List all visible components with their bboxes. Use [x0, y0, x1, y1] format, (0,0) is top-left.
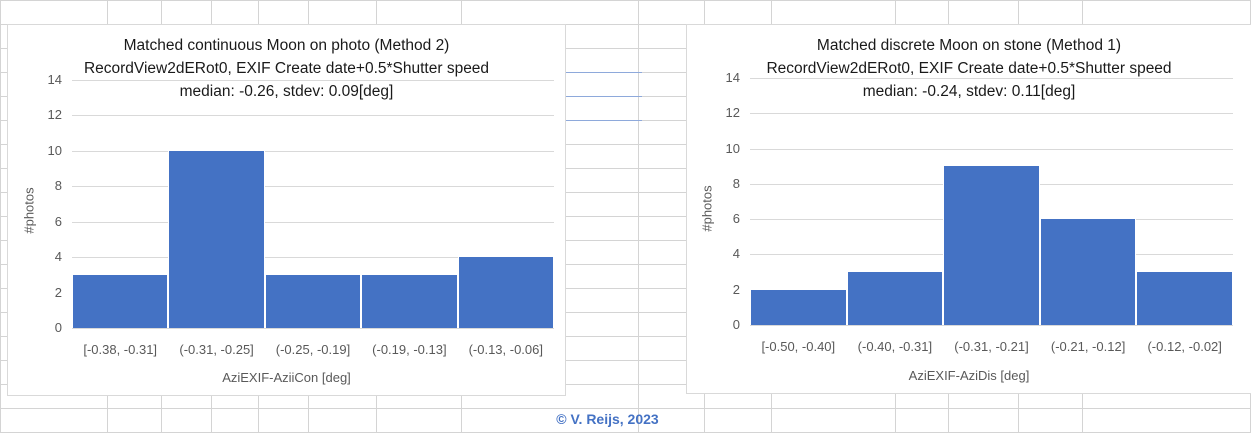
y-tick-label: 12 [47, 107, 62, 123]
cell-border-line [565, 120, 642, 121]
x-tick-label: (-0.31, -0.25] [179, 342, 254, 357]
y-tick-label: 0 [732, 317, 740, 332]
grid-row-line [0, 288, 1251, 289]
histogram-bar[interactable] [264, 274, 362, 328]
y-tick-label: 8 [54, 178, 62, 194]
gridline [72, 150, 554, 152]
grid-row-line [0, 216, 1251, 217]
grid-row-line [0, 168, 1251, 169]
histogram-bar[interactable] [943, 166, 1040, 325]
copyright-text: © V. Reijs, 2023 [556, 411, 659, 427]
gridline [72, 80, 554, 81]
histogram-bar[interactable] [361, 274, 458, 328]
x-axis-label: AziEXIF-AziiCon [deg] [222, 370, 351, 385]
y-tick-label: 10 [725, 140, 740, 156]
histogram-bar[interactable] [750, 289, 847, 325]
chart-title: Matched discrete Moon on stone (Method 1… [816, 37, 1122, 54]
histogram-bar[interactable] [846, 272, 944, 325]
x-axis-line [750, 325, 1233, 326]
chart-subtitle: RecordView2dERot0, EXIF Create date+0.5*… [766, 60, 1172, 77]
y-tick-label: 2 [732, 281, 740, 297]
y-tick-label: 4 [54, 249, 62, 265]
y-tick-label: 4 [732, 246, 740, 262]
gridline [72, 257, 554, 259]
y-tick-label: 12 [725, 105, 740, 121]
x-tick-label: (-0.40, -0.31] [857, 339, 933, 354]
gridline [72, 115, 554, 117]
grid-row-line [0, 384, 1251, 385]
x-tick-label: (-0.12, -0.02] [1147, 339, 1222, 354]
plot-area: 0 2 4 6 8 10 12 14 [-0.38, -0.31] (-0.31, -0.25] (… [48, 73, 554, 357]
y-tick-label: 14 [47, 72, 62, 87]
grid-row-line [0, 360, 1251, 361]
y-tick-label: 8 [732, 175, 740, 191]
grid-row-line [0, 144, 1251, 145]
grid-row-line [0, 24, 1251, 25]
grid-row-line [0, 408, 1251, 409]
chart-title: Matched continuous Moon on photo (Method… [123, 37, 450, 54]
y-tick-label: 2 [54, 284, 62, 300]
cell-border-line [565, 72, 642, 73]
chart-subtitle: RecordView2dERot0, EXIF Create date+0.5*… [83, 60, 490, 77]
y-tick-label: 14 [725, 70, 740, 85]
gridline [72, 221, 554, 223]
y-tick-label: 6 [54, 213, 62, 229]
x-axis-line [72, 328, 554, 329]
cell-border-line [565, 96, 642, 97]
histogram-bar[interactable] [72, 274, 169, 328]
histogram-bar[interactable] [1136, 272, 1233, 325]
x-tick-label: (-0.31, -0.21] [954, 339, 1029, 354]
x-tick-label: (-0.21, -0.12] [1050, 339, 1126, 354]
chart-continuous-moon[interactable]: Matched continuous Moon on photo (Method… [7, 24, 566, 396]
histogram-bar[interactable] [457, 257, 554, 328]
histogram-bar[interactable] [1039, 219, 1137, 325]
grid-row-line [0, 240, 1251, 241]
y-tick-label: 0 [54, 320, 62, 335]
grid-row-line [0, 192, 1251, 193]
gridline [750, 148, 1233, 150]
gridline [750, 113, 1233, 115]
x-axis-label: AziEXIF-AziDis [deg] [908, 368, 1030, 383]
x-tick-label: (-0.25, -0.19] [275, 342, 351, 357]
chart-subtitle-stats: median: -0.24, stdev: 0.11[deg] [862, 83, 1076, 100]
plot-area: 0 2 4 6 8 10 12 14 [-0.50, -0.40] (-0.40, -0.31] (… [726, 71, 1233, 354]
grid-row-line [0, 264, 1251, 265]
x-tick-label: [-0.38, -0.31] [83, 342, 158, 357]
histogram-bar[interactable] [168, 150, 265, 328]
grid-row-line [0, 336, 1251, 337]
grid-row-line [0, 48, 1251, 49]
gridline [72, 186, 554, 188]
x-tick-label: (-0.13, -0.06] [468, 342, 543, 357]
chart-discrete-moon[interactable]: Matched discrete Moon on stone (Method 1… [686, 24, 1251, 394]
y-tick-label: 10 [47, 142, 62, 158]
x-tick-label: (-0.19, -0.13] [372, 342, 447, 357]
y-tick-label: 6 [732, 211, 740, 227]
grid-row-line [0, 312, 1251, 313]
grid-row-line [0, 0, 1251, 1]
x-tick-label: [-0.50, -0.40] [761, 339, 836, 354]
gridline [750, 78, 1233, 79]
chart-subtitle-stats: median: -0.26, stdev: 0.09[deg] [179, 83, 394, 100]
